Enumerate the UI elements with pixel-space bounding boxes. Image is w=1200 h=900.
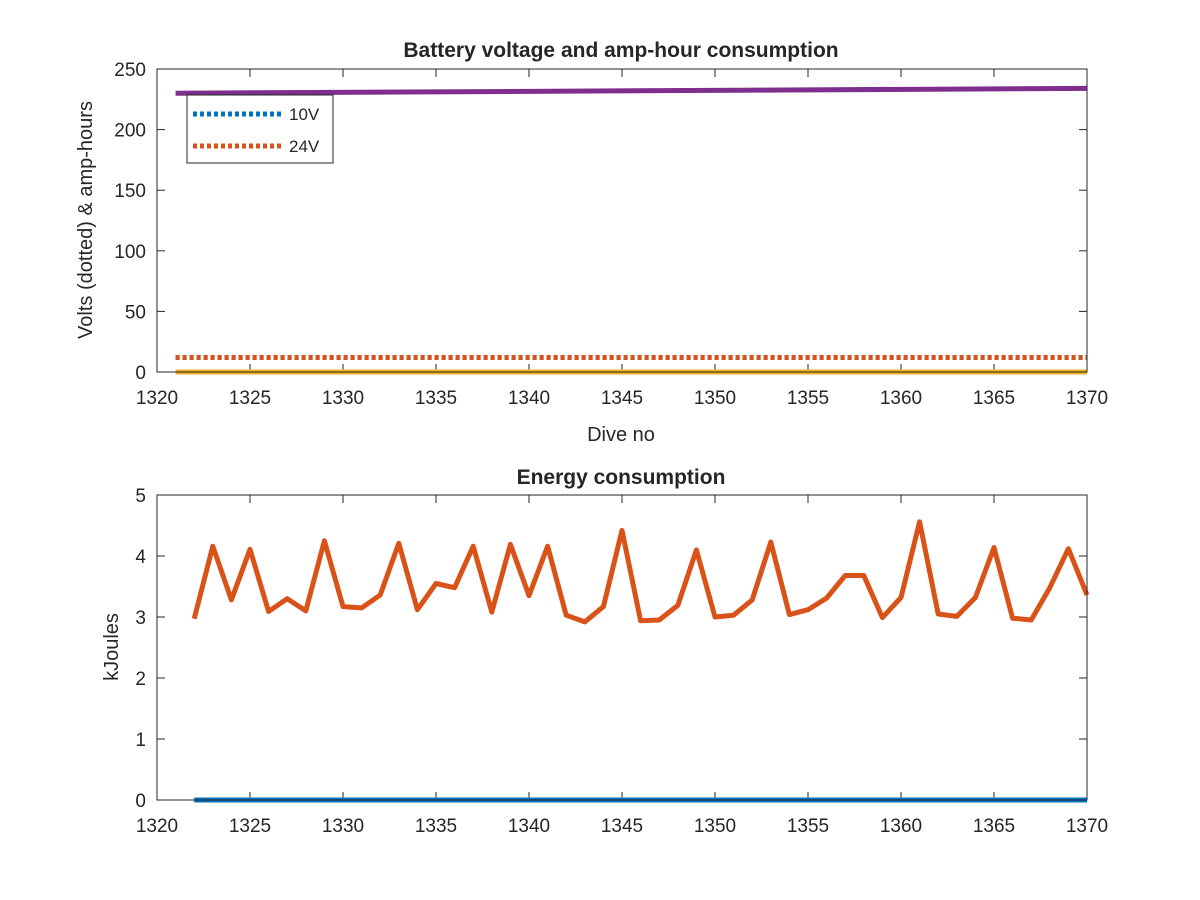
y-axis-label: kJoules [101,613,123,681]
x-tick-label: 1325 [229,388,271,409]
y-tick-label: 4 [135,547,146,568]
x-tick-label: 1370 [1066,388,1108,409]
x-tick-label: 1355 [787,816,829,837]
x-tick-label: 1345 [601,388,643,409]
axis-ticks: 1320 1325 1330 1335 1340 1345 1350 1355 1360 1365… [135,486,1108,837]
series-line-0 [191,519,1090,625]
x-tick-label: 1360 [880,816,922,837]
x-tick-label: 1340 [508,816,550,837]
y-tick-label: 0 [135,363,146,384]
x-tick-label: 1365 [973,816,1015,837]
y-tick-label: 250 [114,60,146,81]
x-tick-label: 1340 [508,388,550,409]
x-tick-label: 1350 [694,388,736,409]
x-tick-label: 1320 [136,816,178,837]
y-axis-label: Volts (dotted) & amp-hours [75,101,97,339]
x-tick-label: 1370 [1066,816,1108,837]
axes-box [156,494,1088,801]
x-tick-label: 1335 [415,816,457,837]
x-tick-label: 1365 [973,388,1015,409]
y-tick-label: 5 [135,486,146,507]
x-tick-label: 1360 [880,388,922,409]
y-tick-label: 100 [114,242,146,263]
x-tick-label: 1345 [601,816,643,837]
y-tick-label: 50 [125,302,146,323]
x-tick-label: 1330 [322,388,364,409]
x-tick-label: 1320 [136,388,178,409]
chart-title: Battery voltage and amp-hour consumption [403,39,838,62]
x-tick-label: 1335 [415,388,457,409]
y-tick-label: 3 [135,608,146,629]
y-tick-label: 200 [114,121,146,142]
y-tick-label: 150 [114,181,146,202]
y-tick-label: 2 [135,669,146,690]
x-tick-label: 1355 [787,388,829,409]
axis-ticks: 1320 1325 1330 1335 1340 1345 1350 1355 1360 1365… [114,60,1108,409]
legend-entry-label: 24V [289,137,320,156]
voltage-amphour-panel: Battery voltage and amp-hour consumption… [75,39,1108,446]
x-tick-label: 1330 [322,816,364,837]
legend: 10V 24V [186,94,334,164]
axes-box [156,68,1088,373]
chart-title: Energy consumption [517,466,726,489]
legend-entry-label: 10V [289,105,320,124]
legend-box [186,94,334,164]
y-tick-label: 1 [135,730,146,751]
y-tick-label: 0 [135,791,146,812]
x-axis-label: Dive no [587,424,655,446]
x-tick-label: 1350 [694,816,736,837]
series-line-3 [175,85,1088,96]
series-group [191,519,1090,803]
energy-panel: Energy consumption kJoules 1320 1325 1330 1… [101,466,1108,837]
x-tick-label: 1325 [229,816,271,837]
